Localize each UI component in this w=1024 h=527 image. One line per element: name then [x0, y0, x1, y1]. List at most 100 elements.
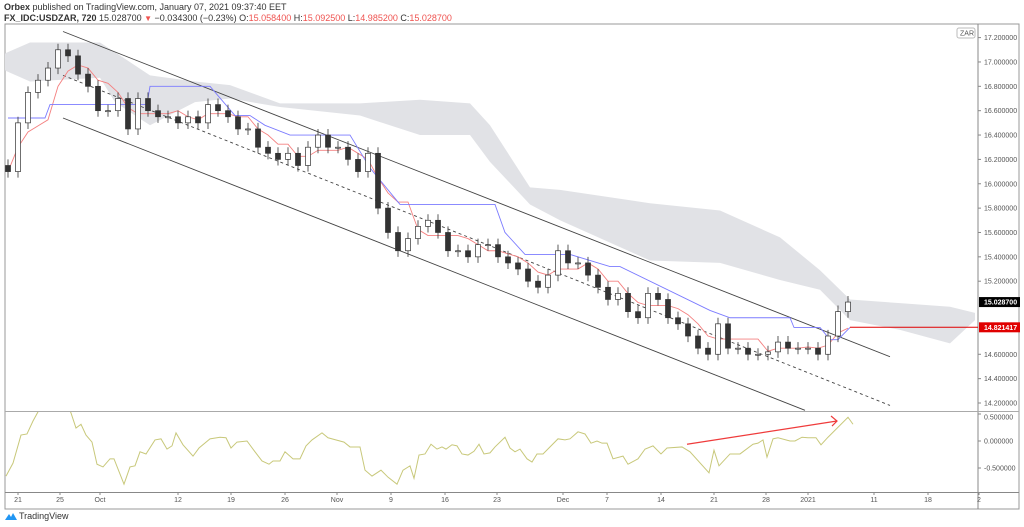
time-tick-label: 2	[977, 497, 981, 504]
channel-line-lower[interactable]	[62, 117, 806, 411]
candle	[345, 141, 351, 166]
last-price-label-text: 15.028700	[984, 300, 1017, 307]
candle	[75, 49, 81, 81]
symbol[interactable]: FX_IDC:USDZAR, 720	[4, 13, 97, 23]
candle	[755, 348, 761, 361]
trend-arrow[interactable]	[686, 420, 838, 445]
time-tick-label: 25	[56, 497, 64, 504]
candle-body	[685, 323, 691, 337]
candle-body	[145, 98, 151, 112]
candle	[715, 317, 721, 361]
candle	[665, 293, 671, 324]
candle-body	[215, 104, 221, 112]
last-price-label-bg	[979, 297, 1020, 308]
candle	[125, 92, 131, 136]
candle-body	[495, 244, 501, 258]
candle	[415, 220, 421, 245]
price-tick-label: 16.600000	[984, 108, 1017, 115]
candle	[635, 305, 641, 324]
candle-body	[295, 152, 301, 166]
candle-body	[35, 79, 41, 93]
tradingview-logo[interactable]: TradingView	[5, 511, 69, 521]
candle-body	[415, 226, 421, 239]
candle	[235, 110, 241, 136]
candle	[35, 74, 41, 99]
time-tick-label: 11	[870, 497, 877, 504]
time-tick-label: 2021	[800, 497, 816, 504]
candle	[585, 256, 591, 282]
symbol-legend: FX_IDC:USDZAR, 720 15.028700 ▼ −0.034300…	[4, 13, 452, 23]
channel-line-middle[interactable]	[62, 74, 891, 406]
candle	[725, 317, 731, 355]
price-tick-label: 17.000000	[984, 59, 1017, 66]
candle-body	[205, 104, 211, 124]
line-price-label: 14.821417	[979, 322, 1020, 333]
open-value: 15.058400	[248, 13, 292, 23]
candle-body	[585, 262, 591, 276]
candle-body	[405, 238, 411, 252]
candle	[655, 287, 661, 306]
candle-body	[695, 335, 701, 349]
candle-body	[255, 128, 261, 148]
candle	[355, 153, 361, 178]
axes[interactable]: 17.200000 17.000000 16.800000 16.600000 16.4…	[14, 27, 1020, 504]
candle-body	[445, 232, 451, 252]
candle	[705, 342, 711, 361]
candle-body	[105, 110, 111, 113]
low-value: 14.985200	[355, 13, 398, 23]
candle-body	[795, 347, 801, 350]
candle-body	[615, 293, 621, 300]
candle-body	[505, 256, 511, 264]
candle-body	[125, 98, 131, 130]
candle-body	[785, 341, 791, 349]
candle-body	[545, 274, 551, 288]
price-tick-label: 14.200000	[984, 401, 1017, 408]
candle	[175, 110, 181, 129]
candle	[445, 226, 451, 257]
time-tick-label: 19	[227, 497, 235, 504]
candle-body	[325, 134, 331, 148]
price-tick-label: 15.800000	[984, 206, 1017, 213]
candle	[245, 122, 251, 136]
candle-body	[65, 49, 71, 57]
candle	[515, 256, 521, 276]
candle-body	[265, 146, 271, 154]
candle	[155, 104, 161, 123]
candle	[645, 287, 651, 324]
candle-body	[275, 152, 281, 160]
candle-body	[485, 244, 491, 247]
candle	[135, 92, 141, 136]
change: −0.034300 (−0.23%)	[154, 13, 237, 23]
candle-body	[805, 347, 811, 350]
time-tick-label: 9	[389, 497, 393, 504]
candle-body	[525, 268, 531, 282]
candle-body	[25, 92, 31, 124]
candle	[505, 250, 511, 270]
time-tick-label: 12	[174, 497, 182, 504]
candle-body	[135, 98, 141, 130]
high-value: 15.092500	[302, 13, 346, 23]
candle	[305, 141, 311, 172]
osc-tick-label: 0.000000	[984, 439, 1013, 446]
candle-body	[335, 146, 341, 149]
candle-body	[475, 244, 481, 258]
time-tick-label: 7	[605, 497, 609, 504]
currency-badge[interactable]: ZAR	[956, 27, 976, 39]
candle-body	[425, 219, 431, 227]
close-value: 15.028700	[409, 13, 452, 23]
candle	[405, 232, 411, 257]
channel-line-upper[interactable]	[62, 31, 891, 358]
price-tick-label: 16.000000	[984, 181, 1017, 188]
candle-body	[395, 232, 401, 252]
candle	[805, 342, 811, 355]
candle	[545, 269, 551, 294]
candle	[555, 244, 561, 282]
candle-body	[315, 134, 321, 148]
time-tick-label: Nov	[331, 497, 344, 504]
candle	[95, 80, 101, 117]
time-tick-label: 21	[710, 497, 718, 504]
candle-body	[185, 116, 191, 124]
price-tick-label: 15.200000	[984, 279, 1017, 286]
time-tick-label: 18	[924, 497, 932, 504]
